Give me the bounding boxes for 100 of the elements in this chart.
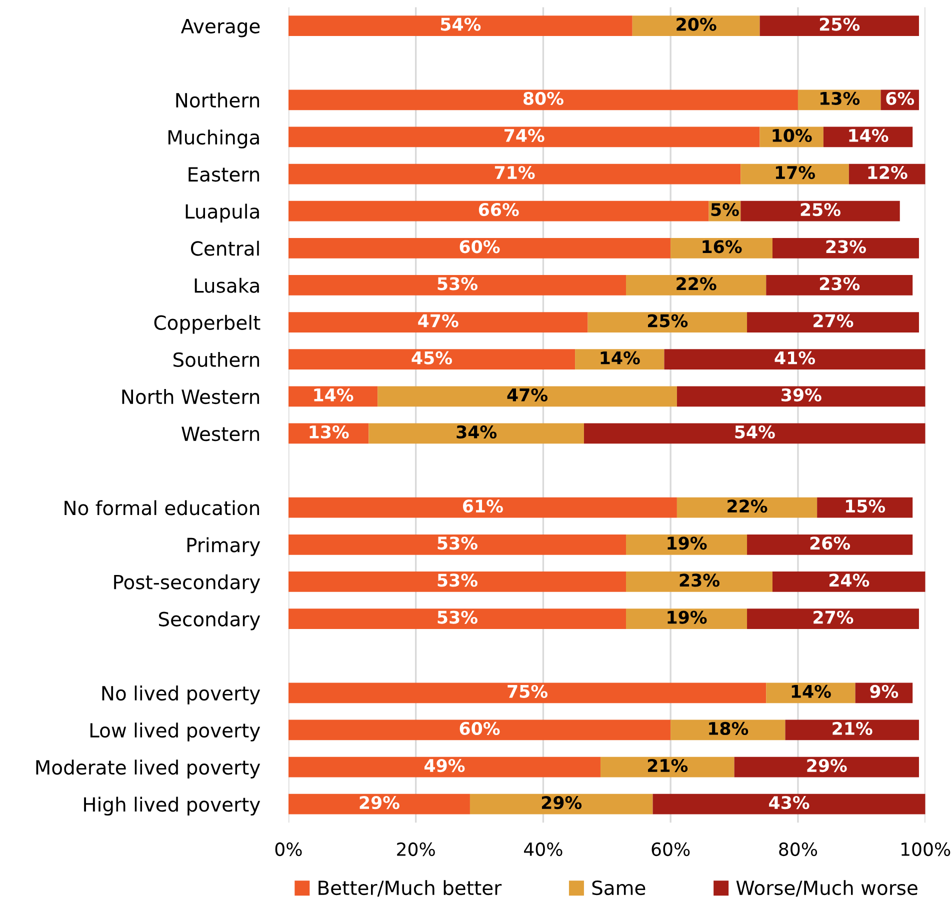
bar — [288, 572, 626, 592]
bar — [740, 200, 900, 222]
data-label: 29% — [542, 796, 582, 810]
data-label: 13% — [310, 425, 349, 439]
bar — [288, 534, 626, 555]
bar — [760, 16, 919, 36]
data-label: 53% — [438, 610, 478, 624]
data-label: 14% — [314, 388, 354, 402]
data-label: 41% — [774, 351, 816, 364]
y-tick-label: No formal education — [64, 500, 260, 516]
data-label: 22% — [676, 277, 716, 290]
bar — [664, 349, 926, 370]
x-tick-label: 20% — [397, 842, 435, 856]
y-tick-label: Secondary — [158, 611, 260, 630]
bar — [288, 349, 576, 370]
data-label: 21% — [648, 758, 688, 772]
data-label: 18% — [709, 722, 748, 736]
data-label: 66% — [478, 203, 519, 216]
y-tick-label: Southern — [174, 352, 260, 368]
bar — [288, 497, 677, 518]
x-tick-label: 100% — [902, 842, 950, 856]
data-label: 20% — [676, 18, 716, 31]
bar — [785, 720, 919, 740]
data-label: 25% — [820, 18, 860, 31]
data-label: 16% — [702, 240, 742, 254]
bar — [600, 756, 734, 778]
data-label: 47% — [507, 388, 548, 402]
y-tick-label: Luapula — [186, 204, 259, 223]
legend-label: Worse/Much worse — [736, 880, 918, 897]
y-tick-label: Average — [180, 19, 260, 38]
data-label: 27% — [814, 314, 854, 328]
bar — [626, 534, 748, 555]
y-tick-label: High lived poverty — [84, 796, 260, 816]
data-label: 60% — [460, 240, 500, 254]
data-label: 26% — [810, 536, 850, 550]
data-label: 14% — [849, 128, 888, 142]
data-label: 14% — [792, 684, 831, 698]
bar — [378, 386, 677, 407]
data-label: 53% — [438, 574, 478, 587]
bar — [288, 238, 671, 258]
data-label: 17% — [776, 166, 816, 180]
data-label: 24% — [830, 574, 870, 587]
data-label: 6% — [886, 92, 914, 105]
bar — [288, 126, 760, 148]
bar — [747, 534, 913, 555]
data-label: 39% — [782, 388, 822, 402]
data-label: 22% — [728, 500, 768, 513]
bar — [368, 423, 584, 444]
data-label: 49% — [424, 758, 465, 772]
bar — [676, 497, 818, 518]
y-tick-label: Copperbelt — [154, 314, 260, 334]
data-label: 23% — [680, 574, 720, 587]
bar — [288, 164, 741, 184]
y-tick-label: Moderate lived poverty — [36, 760, 260, 778]
bar — [288, 275, 626, 296]
y-tick-label: Primary — [187, 537, 260, 556]
bar — [766, 275, 913, 296]
y-tick-label: Western — [182, 426, 260, 442]
data-label: 14% — [600, 351, 640, 364]
data-label: 53% — [438, 536, 478, 550]
x-tick-label: 0% — [275, 842, 302, 856]
bar — [288, 794, 470, 814]
bar — [288, 200, 709, 222]
x-tick-label: 60% — [652, 842, 690, 856]
data-label: 75% — [508, 684, 548, 698]
data-label: 71% — [494, 166, 535, 180]
data-label: 54% — [440, 18, 481, 31]
y-tick-label: Eastern — [188, 167, 260, 182]
data-label: 21% — [832, 722, 872, 736]
data-label: 13% — [820, 92, 860, 105]
data-label: 61% — [463, 500, 503, 513]
y-tick-label: Northern — [176, 92, 260, 108]
data-label: 5% — [711, 203, 739, 216]
data-label: 12% — [868, 166, 908, 180]
bar — [734, 756, 919, 778]
data-label: 60% — [460, 722, 500, 736]
data-label: 27% — [814, 610, 854, 624]
data-label: 19% — [668, 610, 707, 624]
bar — [670, 238, 772, 258]
bar — [626, 572, 772, 592]
bar — [288, 682, 766, 704]
bar — [288, 90, 798, 110]
bar — [288, 720, 671, 740]
data-label: 15% — [846, 500, 886, 513]
data-label: 25% — [800, 203, 840, 216]
data-label: 23% — [826, 240, 866, 254]
bar — [470, 794, 653, 814]
bar — [652, 794, 926, 814]
bar — [747, 312, 919, 332]
legend-label: Better/Much better — [318, 880, 502, 897]
y-tick-label: No lived poverty — [102, 686, 260, 704]
bar — [288, 312, 588, 332]
data-label: 34% — [456, 425, 497, 439]
data-label: 54% — [735, 425, 775, 439]
bar — [288, 756, 601, 778]
data-label: 80% — [523, 92, 564, 105]
data-label: 19% — [668, 536, 707, 550]
bar — [676, 386, 926, 407]
data-label: 25% — [648, 314, 688, 328]
y-tick-label: Low lived poverty — [90, 722, 260, 742]
